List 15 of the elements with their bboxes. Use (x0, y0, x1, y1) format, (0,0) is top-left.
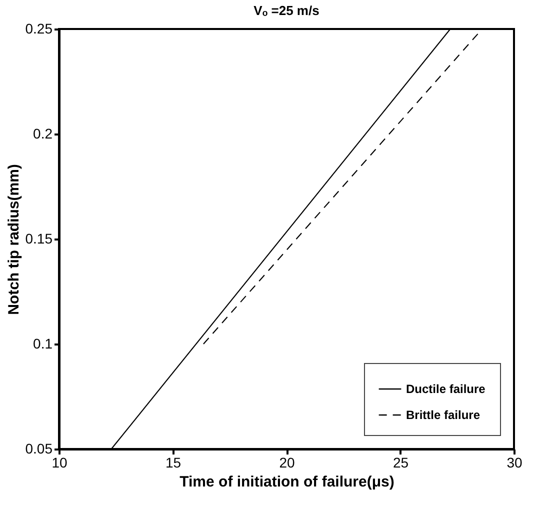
y-tick-label: 0.25 (25, 20, 53, 36)
y-axis-title: Notch tip radius(mm) (5, 164, 22, 315)
x-tick-label: 25 (392, 454, 409, 470)
x-tick-label: 10 (52, 454, 68, 470)
x-axis-title: Time of initiation of failure(μs) (180, 474, 394, 490)
x-tick-label: 30 (506, 454, 522, 470)
y-tick-label: 0.15 (25, 230, 53, 246)
y-tick-label: 0.2 (33, 126, 53, 142)
x-tick-label: 15 (165, 454, 182, 470)
y-tick-label: 0.05 (25, 440, 53, 456)
legend-label: Brittle failure (406, 408, 480, 422)
x-tick-label: 20 (279, 454, 295, 470)
chart-title: Vₒ =25 m/s (254, 3, 320, 18)
legend-label: Ductile failure (406, 382, 486, 396)
y-tick-label: 0.1 (33, 336, 53, 352)
